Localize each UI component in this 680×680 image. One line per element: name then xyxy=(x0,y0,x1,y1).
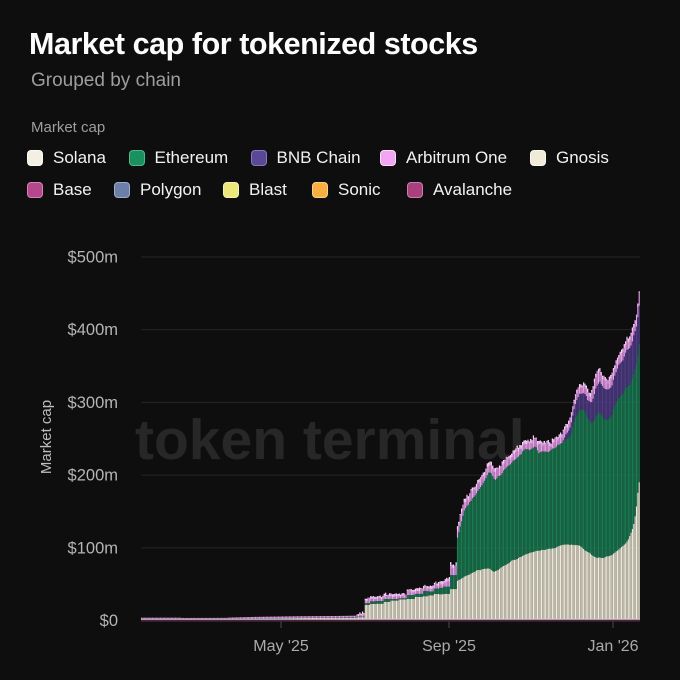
svg-text:Market cap: Market cap xyxy=(38,400,55,474)
svg-text:$400m: $400m xyxy=(68,321,118,339)
svg-text:$100m: $100m xyxy=(68,539,118,557)
svg-text:$300m: $300m xyxy=(68,394,118,412)
svg-text:Sep '25: Sep '25 xyxy=(422,638,476,655)
svg-text:Jan '26: Jan '26 xyxy=(587,638,638,655)
svg-text:token terminal: token terminal xyxy=(135,408,525,472)
svg-text:$200m: $200m xyxy=(68,467,118,485)
svg-text:$0: $0 xyxy=(100,612,118,630)
svg-text:May '25: May '25 xyxy=(253,638,309,655)
svg-text:$500m: $500m xyxy=(68,249,118,267)
